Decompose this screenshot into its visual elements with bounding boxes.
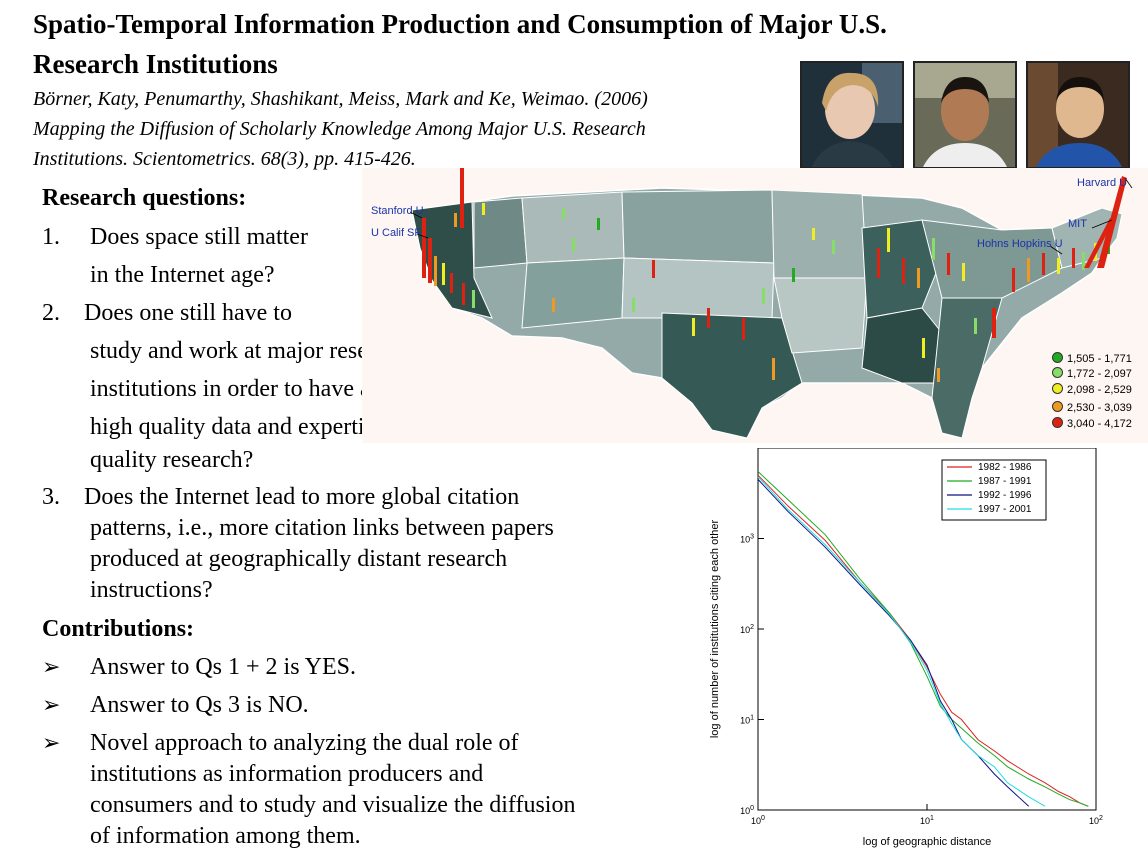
- citation-line: Institutions. Scientometrics. 68(3), pp.…: [33, 148, 416, 170]
- legend-entry: 1997 - 2001: [978, 504, 1032, 515]
- us-institutions-map: Stanford U U Calif SF Harvard U MIT Hohn…: [362, 168, 1148, 443]
- question-line: produced at geographically distant resea…: [90, 546, 508, 572]
- question-line: instructions?: [90, 577, 213, 603]
- question-3: 3. Does the Internet lead to more global…: [42, 482, 519, 513]
- y-tick-label: 103: [740, 534, 754, 545]
- question-line: quality research?: [90, 447, 254, 473]
- question-line: patterns, i.e., more citation links betw…: [90, 515, 554, 541]
- series-line: [757, 476, 1046, 807]
- title-line-2: Research Institutions: [33, 49, 278, 79]
- citation-distance-chart: 100 101 102 100 101 102 103 log of geographic …: [700, 447, 1120, 853]
- legend-entry: 1982 - 1986: [978, 462, 1032, 473]
- legend-entry: 1992 - 1996: [978, 490, 1032, 501]
- legend-item: 3,040 - 4,172: [1052, 417, 1132, 430]
- x-axis-label: log of geographic distance: [863, 836, 991, 848]
- legend-item: 1,505 - 1,771: [1052, 352, 1132, 365]
- series-line: [757, 471, 1089, 807]
- question-line: in the Internet age?: [90, 262, 275, 288]
- y-tick-label: 102: [740, 624, 754, 635]
- contribution-line: of information among them.: [90, 823, 361, 849]
- question-line: Does the Internet lead to more global ci…: [84, 484, 520, 510]
- legend-dot-icon: [1052, 383, 1063, 394]
- x-tick-label: 100: [751, 815, 765, 826]
- legend-dot-icon: [1052, 367, 1063, 378]
- legend-item: 1,772 - 2,097: [1052, 367, 1132, 380]
- contributions-heading: Contributions:: [42, 616, 195, 642]
- chart-legend: 1982 - 1986 1987 - 1991 1992 - 1996 1997 - …: [941, 459, 1047, 521]
- arrow-bullet-icon: ➢: [42, 692, 61, 717]
- us-map-graphic: [409, 168, 1133, 439]
- contribution-line: consumers and to study and visualize the…: [90, 792, 576, 818]
- question-number: 2.: [42, 300, 60, 326]
- legend-entry: 1987 - 1991: [978, 476, 1032, 487]
- question-number: 1.: [42, 224, 60, 250]
- author-photo: [913, 61, 1017, 169]
- title-line-1: Spatio-Temporal Information Production a…: [33, 9, 887, 39]
- question-line: Does space still matter: [90, 224, 308, 250]
- axis-ticks: 100 101 102 100 101 102 103: [740, 534, 1103, 827]
- legend-dot-icon: [1052, 401, 1063, 412]
- legend-dot-icon: [1052, 417, 1063, 428]
- map-label-hopkins: Hohns Hopkins U: [977, 238, 1063, 250]
- citation: Börner, Katy, Penumarthy, Shashikant, Me…: [33, 84, 753, 174]
- map-label-mit: MIT: [1068, 218, 1087, 230]
- author-photo: [1026, 61, 1130, 169]
- legend-box: [941, 459, 1047, 521]
- legend-dot-icon: [1052, 352, 1063, 363]
- arrow-bullet-icon: ➢: [42, 730, 61, 755]
- y-tick-label: 100: [740, 805, 754, 816]
- portrait-icon: [915, 63, 1015, 167]
- question-2: 2. Does one still have to: [42, 298, 292, 329]
- y-axis-label: log of number of institutions citing eac…: [709, 520, 721, 739]
- series-line: [757, 474, 1089, 807]
- contribution-line: institutions as information producers an…: [90, 761, 484, 787]
- contribution-line: Novel approach to analyzing the dual rol…: [90, 730, 519, 756]
- map-label-harvard: Harvard U: [1077, 177, 1128, 189]
- author-photo: [800, 61, 904, 169]
- institution-bars: [422, 168, 1127, 382]
- question-number: 3.: [42, 484, 60, 510]
- x-tick-label: 102: [1089, 815, 1103, 826]
- legend-item: 2,098 - 2,529: [1052, 383, 1132, 396]
- portrait-icon: [802, 63, 902, 167]
- question-line: study and work at major research: [90, 338, 410, 364]
- question-1: 1. Does space still matter: [42, 222, 308, 253]
- research-questions-heading: Research questions:: [42, 185, 247, 211]
- y-tick-label: 101: [740, 715, 754, 726]
- chart-svg: 100 101 102 100 101 102 103 log of geographic …: [709, 447, 1103, 848]
- arrow-bullet-icon: ➢: [42, 654, 61, 679]
- contribution-line: Answer to Qs 1 + 2 is YES.: [90, 654, 356, 680]
- page-title: Spatio-Temporal Information Production a…: [33, 4, 1113, 84]
- citation-line: Börner, Katy, Penumarthy, Shashikant, Me…: [33, 88, 648, 110]
- series-lines: [757, 471, 1089, 807]
- question-line: Does one still have to: [84, 300, 292, 326]
- map-label-stanford: Stanford U: [371, 205, 424, 217]
- map-label-ucsf: U Calif SF: [371, 227, 422, 239]
- legend-item: 2,530 - 3,039: [1052, 401, 1132, 414]
- x-tick-label: 101: [920, 815, 934, 826]
- series-line: [757, 479, 1030, 807]
- portrait-icon: [1028, 63, 1128, 167]
- citation-line: Mapping the Diffusion of Scholarly Knowl…: [33, 118, 646, 140]
- contribution-line: Answer to Qs 3 is NO.: [90, 692, 309, 718]
